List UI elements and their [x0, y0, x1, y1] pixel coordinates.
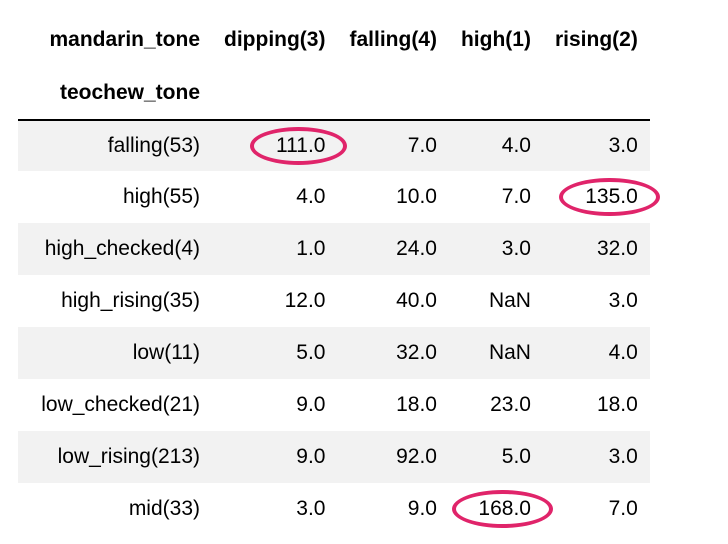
table-cell: 40.0: [396, 289, 437, 312]
table-cell: 111.0: [212, 120, 349, 171]
row-index: low_rising(213): [57, 445, 200, 468]
table-cell: 168.0: [449, 483, 553, 535]
column-header-dipping: dipping(3): [224, 27, 326, 51]
table-row: low(11) 5.0 32.0 NaN 4.0: [18, 327, 650, 379]
row-index: low(11): [132, 341, 200, 364]
table-row: high_rising(35) 12.0 40.0 NaN 3.0: [18, 275, 650, 327]
row-index: high_checked(4): [44, 237, 200, 260]
table-cell: 5.0: [501, 445, 531, 468]
table-cell: 32.0: [396, 341, 437, 364]
table-cell: 3.0: [608, 134, 638, 157]
highlighted-cell-value: 168.0: [452, 490, 553, 528]
column-header-row: mandarin_tone dipping(3) falling(4) high…: [18, 12, 650, 67]
row-index: mid(33): [128, 497, 200, 520]
table-cell: 4.0: [296, 185, 326, 208]
table-row: mid(33) 3.0 9.0 168.0 7.0: [18, 483, 650, 535]
row-index: low_checked(21): [41, 393, 200, 416]
table-cell: 135.0: [543, 171, 660, 223]
crosstab-table: mandarin_tone dipping(3) falling(4) high…: [18, 12, 660, 535]
row-index: high_rising(35): [61, 289, 200, 312]
table-cell: 3.0: [608, 289, 638, 312]
table-cell: 12.0: [284, 289, 326, 312]
table-cell: 3.0: [501, 237, 531, 260]
row-index: high(55): [122, 185, 200, 208]
row-index: falling(53): [107, 134, 200, 157]
column-header-high: high(1): [460, 27, 531, 51]
table-cell: 7.0: [407, 134, 437, 157]
table-cell: 10.0: [396, 185, 437, 208]
table-cell: 7.0: [501, 185, 531, 208]
table-cell: 9.0: [407, 497, 437, 520]
table-cell: 5.0: [296, 341, 326, 364]
highlighted-cell-value: 135.0: [559, 178, 660, 216]
table-cell: 23.0: [490, 393, 531, 416]
table-row: high(55) 4.0 10.0 7.0 135.0: [18, 171, 660, 223]
table-cell: 9.0: [296, 393, 326, 416]
table-cell: 18.0: [396, 393, 437, 416]
table-row: low_checked(21) 9.0 18.0 23.0 18.0: [18, 379, 650, 431]
index-axis-label: teochew_tone: [18, 67, 212, 121]
table-cell: 32.0: [596, 237, 638, 260]
table-row: high_checked(4) 1.0 24.0 3.0 32.0: [18, 223, 650, 275]
table-cell: 18.0: [596, 393, 638, 416]
table-cell: 24.0: [396, 237, 437, 260]
table-cell: 92.0: [396, 445, 437, 468]
table-cell: 3.0: [608, 445, 638, 468]
columns-axis-label: mandarin_tone: [49, 27, 200, 51]
table-cell: 3.0: [296, 497, 326, 520]
column-header-rising: rising(2): [554, 27, 638, 51]
table-row: falling(53) 111.0 7.0 4.0 3.0: [18, 120, 650, 171]
table-row: low_rising(213) 9.0 92.0 5.0 3.0: [18, 431, 650, 483]
table-cell: 4.0: [608, 341, 638, 364]
highlighted-cell-value: 111.0: [249, 127, 349, 165]
table-cell: 1.0: [296, 237, 326, 260]
table-cell: 7.0: [608, 497, 638, 520]
table-cell: 9.0: [296, 445, 326, 468]
column-header-falling: falling(4): [349, 27, 437, 51]
table-cell: NaN: [488, 289, 531, 312]
index-header-row: teochew_tone: [18, 67, 650, 121]
table-cell: NaN: [488, 341, 531, 364]
table-cell: 4.0: [501, 134, 531, 157]
